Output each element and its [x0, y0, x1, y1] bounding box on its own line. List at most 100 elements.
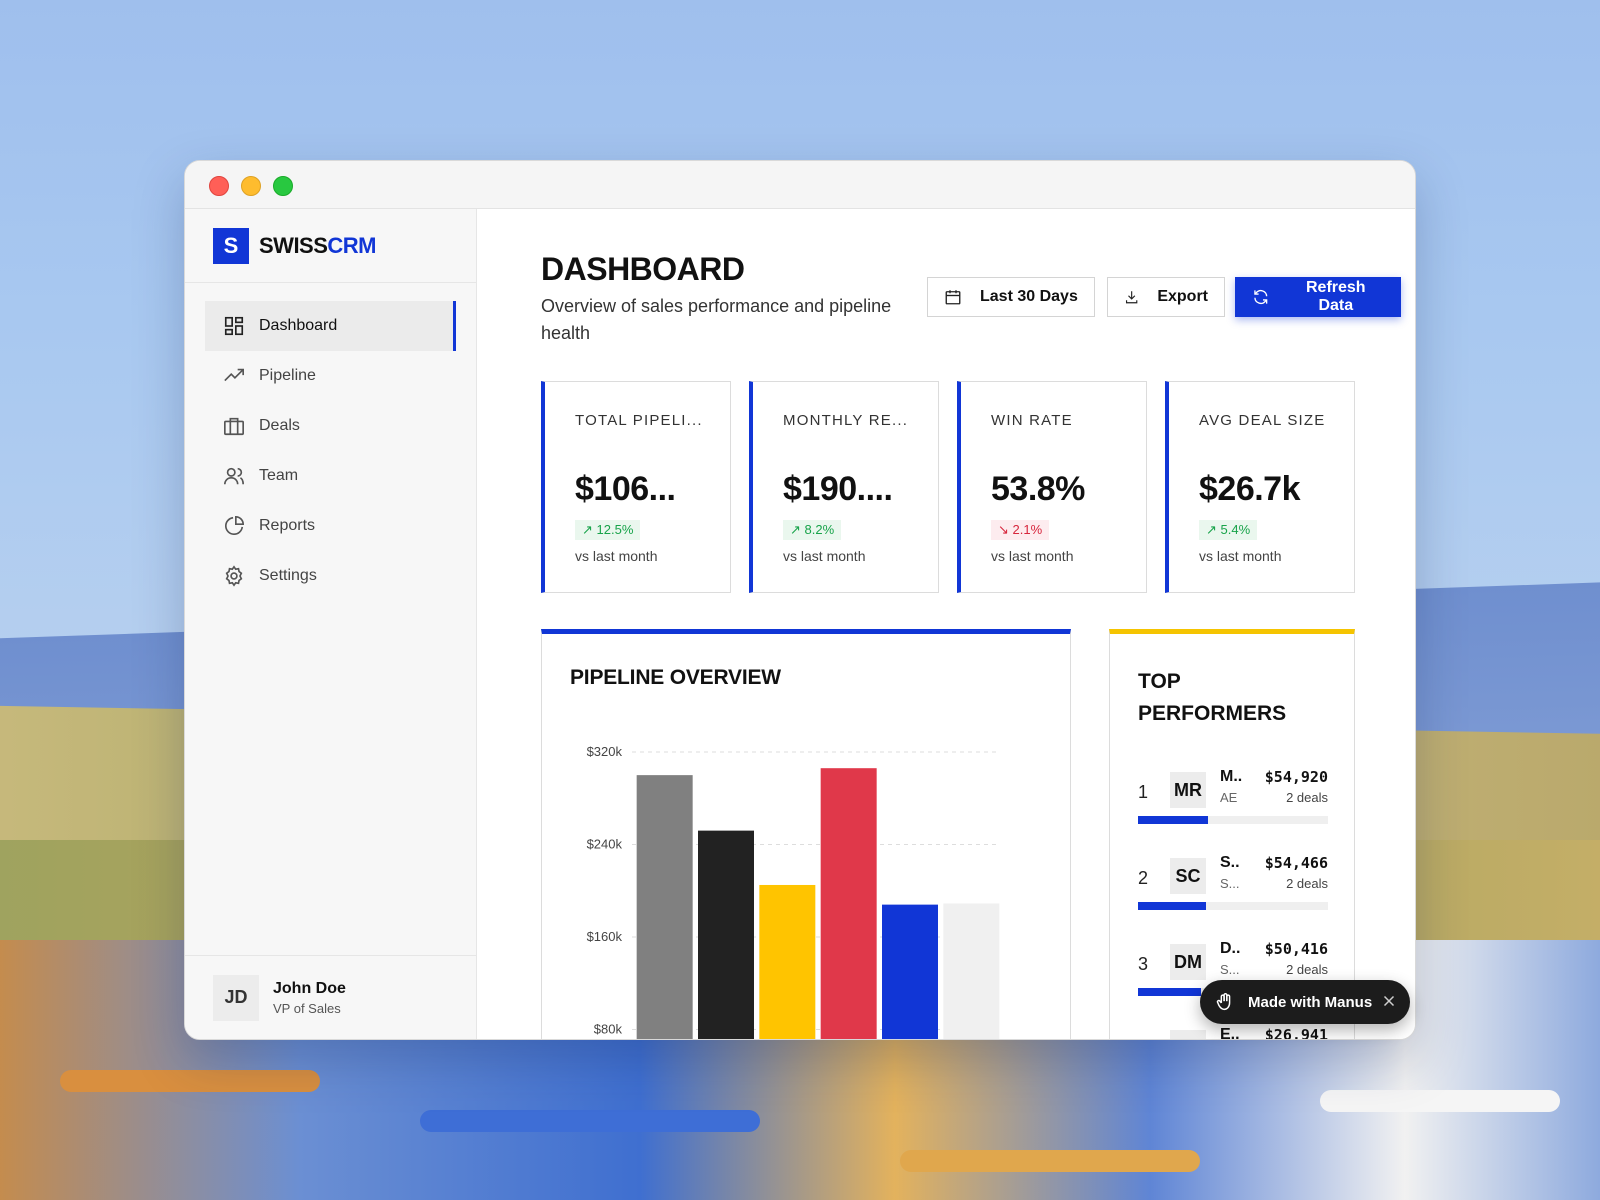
briefcase-icon: [224, 417, 244, 436]
performer-deals: 2 deals: [1286, 790, 1328, 805]
y-tick-label: $80k: [594, 1022, 623, 1037]
performer-role: S...: [1220, 876, 1240, 891]
performer-name: M..: [1220, 768, 1243, 785]
performer-name: S..: [1220, 854, 1240, 871]
sidebar-nav: Dashboard Pipeline Deals Team Reports: [185, 283, 476, 619]
grid-icon: [224, 316, 244, 336]
made-with-manus-badge[interactable]: Made with Manus: [1200, 980, 1410, 1024]
performer-rank: 1: [1138, 782, 1149, 802]
kpi-label: TOTAL PIPELI...: [575, 412, 703, 429]
close-icon[interactable]: [1380, 992, 1398, 1010]
refresh-data-button[interactable]: Refresh Data: [1235, 277, 1401, 317]
title-bar: [185, 161, 1415, 209]
pipeline-bar[interactable]: [882, 904, 938, 1040]
gear-icon: [225, 565, 243, 587]
export-label: Export: [1157, 288, 1208, 305]
y-tick-label: $320k: [587, 744, 623, 759]
download-icon: [1125, 291, 1138, 304]
performer-avatar: DM: [1170, 944, 1206, 980]
sidebar-item-pipeline[interactable]: Pipeline: [205, 351, 456, 401]
trending-up-icon: [224, 368, 244, 382]
calendar-icon: [945, 290, 961, 305]
y-tick-label: $240k: [587, 837, 623, 852]
pipeline-bar-chart: $80k $160k $240k $320k: [587, 744, 1000, 1040]
pipeline-bar[interactable]: [698, 830, 754, 1040]
performer-progress: [1138, 902, 1328, 910]
performer-row[interactable]: 1 MR M.. AE $54,920 2 deals: [1138, 768, 1328, 838]
sidebar-item-label: Reports: [259, 517, 316, 534]
kpi-value: $106...: [575, 470, 676, 508]
avatar: JD: [213, 974, 259, 1021]
kpi-card-monthly-revenue[interactable]: MONTHLY RE... $190.... ↗ 8.2% vs last mo…: [749, 381, 939, 593]
kpi-card-total-pipeline[interactable]: TOTAL PIPELI... $106... ↗ 12.5% vs last …: [541, 381, 731, 593]
refresh-icon: [1254, 290, 1268, 304]
pipeline-title: PIPELINE OVERVIEW: [570, 666, 781, 689]
user-name: John Doe: [273, 979, 346, 997]
performer-deals: 2 deals: [1286, 876, 1328, 891]
users-icon: [224, 467, 244, 485]
kpi-label: AVG DEAL SIZE: [1199, 412, 1326, 429]
sidebar-item-label: Settings: [259, 567, 317, 584]
performer-row[interactable]: 2 SC S.. S... $54,466 2 deals: [1138, 854, 1328, 924]
performer-name: D..: [1220, 940, 1241, 957]
performer-role: S...: [1220, 962, 1240, 977]
pie-chart-icon: [224, 516, 244, 536]
brand-logo[interactable]: S SWISSCRM: [185, 209, 476, 283]
pipeline-overview-card: $80k $160k $240k $320k PIPELINE OVERVIEW: [541, 629, 1071, 1040]
kpi-comparison: vs last month: [783, 548, 866, 564]
kpi-comparison: vs last month: [575, 548, 658, 564]
kpi-value: 53.8%: [991, 470, 1085, 508]
kpi-comparison: vs last month: [991, 548, 1074, 564]
sidebar-item-label: Dashboard: [259, 317, 338, 334]
kpi-change: ↘ 2.1%: [991, 520, 1050, 540]
sidebar-item-team[interactable]: Team: [205, 451, 456, 501]
minimize-window-button[interactable]: [241, 176, 261, 196]
sidebar-item-dashboard[interactable]: Dashboard: [205, 301, 456, 351]
refresh-label: Refresh Data: [1306, 279, 1366, 314]
kpi-change: ↗ 12.5%: [575, 520, 641, 540]
kpi-card-avg-deal-size[interactable]: AVG DEAL SIZE $26.7k ↗ 5.4% vs last mont…: [1165, 381, 1355, 593]
performer-amount: $54,466: [1264, 854, 1328, 872]
top-performers-card: TOP PERFORMERS 1 MR M.. AE $54,920 2 dea…: [1109, 629, 1355, 1040]
page-subtitle: Overview of sales performance and pipeli…: [541, 296, 892, 343]
kpi-label: MONTHLY RE...: [783, 412, 909, 429]
date-range-label: Last 30 Days: [980, 288, 1078, 305]
performer-amount: $26,941: [1264, 1026, 1328, 1040]
performer-avatar: MR: [1170, 772, 1206, 808]
pipeline-bar[interactable]: [759, 884, 816, 1040]
performer-deals: 2 deals: [1286, 962, 1328, 977]
main-content: DASHBOARD Overview of sales performance …: [477, 209, 1415, 1039]
top-performers-title: TOP PERFORMERS: [1138, 670, 1287, 725]
pipeline-bar[interactable]: [636, 775, 693, 1040]
y-tick-label: $160k: [587, 929, 623, 944]
sidebar-item-reports[interactable]: Reports: [205, 501, 456, 551]
brand-name: SWISSCRM: [259, 232, 377, 258]
badge-label: Made with Manus: [1248, 993, 1373, 1011]
kpi-comparison: vs last month: [1199, 548, 1282, 564]
user-profile[interactable]: JD John Doe VP of Sales: [185, 955, 476, 1039]
performer-rank: 3: [1138, 954, 1149, 974]
zoom-window-button[interactable]: [273, 176, 293, 196]
user-role: VP of Sales: [273, 1000, 341, 1016]
performer-amount: $50,416: [1264, 940, 1328, 958]
kpi-card-win-rate[interactable]: WIN RATE 53.8% ↘ 2.1% vs last month: [957, 381, 1147, 593]
close-window-button[interactable]: [209, 176, 229, 196]
export-button[interactable]: Export: [1107, 277, 1225, 317]
sidebar-item-settings[interactable]: Settings: [205, 551, 456, 601]
date-range-button[interactable]: Last 30 Days: [927, 277, 1095, 317]
performer-name: E..: [1220, 1026, 1240, 1040]
pipeline-bar[interactable]: [943, 903, 1000, 1040]
kpi-value: $190....: [783, 470, 893, 508]
kpi-change: ↗ 8.2%: [783, 520, 842, 540]
kpi-cards: TOTAL PIPELI... $106... ↗ 12.5% vs last …: [541, 381, 1355, 593]
performer-role: AE: [1220, 790, 1238, 805]
hand-icon: [1216, 993, 1231, 1011]
pipeline-bar[interactable]: [820, 768, 877, 1040]
kpi-label: WIN RATE: [991, 412, 1073, 429]
performer-avatar: SC: [1170, 858, 1206, 894]
performer-amount: $54,920: [1264, 768, 1328, 786]
performer-row[interactable]: 4 ER E.. $26,941: [1138, 1026, 1328, 1040]
sidebar-item-label: Deals: [259, 417, 300, 434]
page-title: DASHBOARD: [541, 251, 745, 287]
sidebar-item-deals[interactable]: Deals: [205, 401, 456, 451]
